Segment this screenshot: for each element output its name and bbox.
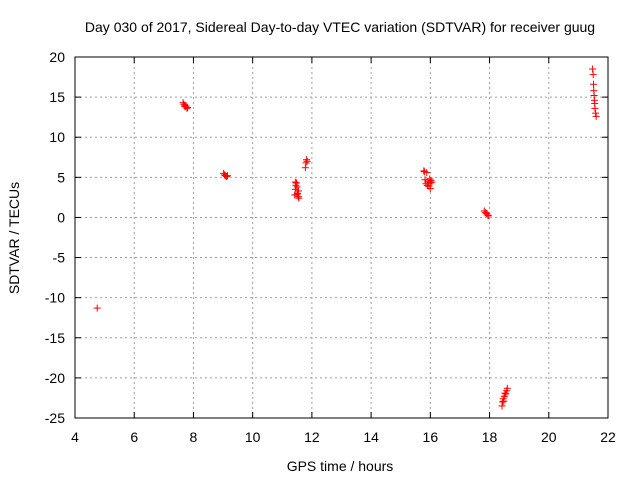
data-point [223,172,231,180]
chart-title: Day 030 of 2017, Sidereal Day-to-day VTE… [85,19,595,35]
data-point [423,181,431,189]
y-tick-label: 5 [57,169,65,185]
data-point [484,212,492,220]
data-point [589,71,597,79]
y-tick-label: -25 [45,410,65,426]
x-tick-label: 22 [600,429,616,445]
y-tick-labels: -25 -20 -15 -10 -5 0 5 10 15 20 [45,49,65,426]
data-point [498,402,506,410]
data-point [179,99,187,107]
data-point [293,190,301,198]
grid [75,57,608,418]
data-point [293,183,301,191]
data-point [499,398,507,406]
data-point [484,211,492,219]
x-tick-label: 12 [304,429,320,445]
data-point [223,173,231,181]
y-tick-label: -5 [53,250,66,266]
data-point [591,104,599,112]
data-point [589,80,597,88]
data-point [301,164,309,172]
y-tick-label: -20 [45,370,65,386]
x-axis-label: GPS time / hours [287,458,394,474]
data-point [428,178,436,186]
x-tick-label: 20 [541,429,557,445]
x-tick-label: 18 [482,429,498,445]
data-point [427,177,435,185]
data-point [295,187,303,195]
x-tick-label: 16 [423,429,439,445]
x-tick-label: 8 [190,429,198,445]
data-point [303,157,311,165]
ticks [74,56,609,419]
data-point [421,176,429,184]
data-point [303,156,311,164]
y-tick-label: -10 [45,290,65,306]
data-point [184,104,192,112]
x-tick-labels: 4 6 8 10 12 14 16 18 20 22 [71,429,616,445]
data-point [426,185,434,193]
data-point [291,178,299,186]
y-tick-label: 10 [49,129,65,145]
data-point [295,194,303,202]
y-axis-label: SDTVAR / TECUs [6,182,22,294]
y-tick-label: 15 [49,89,65,105]
data-point [420,167,428,175]
data-point [592,112,600,120]
data-point [592,109,600,117]
y-tick-label: 0 [57,209,65,225]
x-tick-label: 10 [245,429,261,445]
x-tick-label: 6 [130,429,138,445]
data-point [589,65,597,73]
data-point [502,390,510,398]
data-point [302,159,310,167]
x-tick-label: 14 [363,429,379,445]
data-point [500,397,508,405]
y-tick-label: -15 [45,330,65,346]
data-point [423,169,431,177]
y-tick-label: 20 [49,49,65,65]
data-point [503,384,511,392]
plot-frame [74,56,609,419]
x-tick-label: 4 [71,429,79,445]
data-point [93,304,101,312]
data-point [292,179,300,187]
data-points [93,65,600,410]
data-point [183,104,191,112]
